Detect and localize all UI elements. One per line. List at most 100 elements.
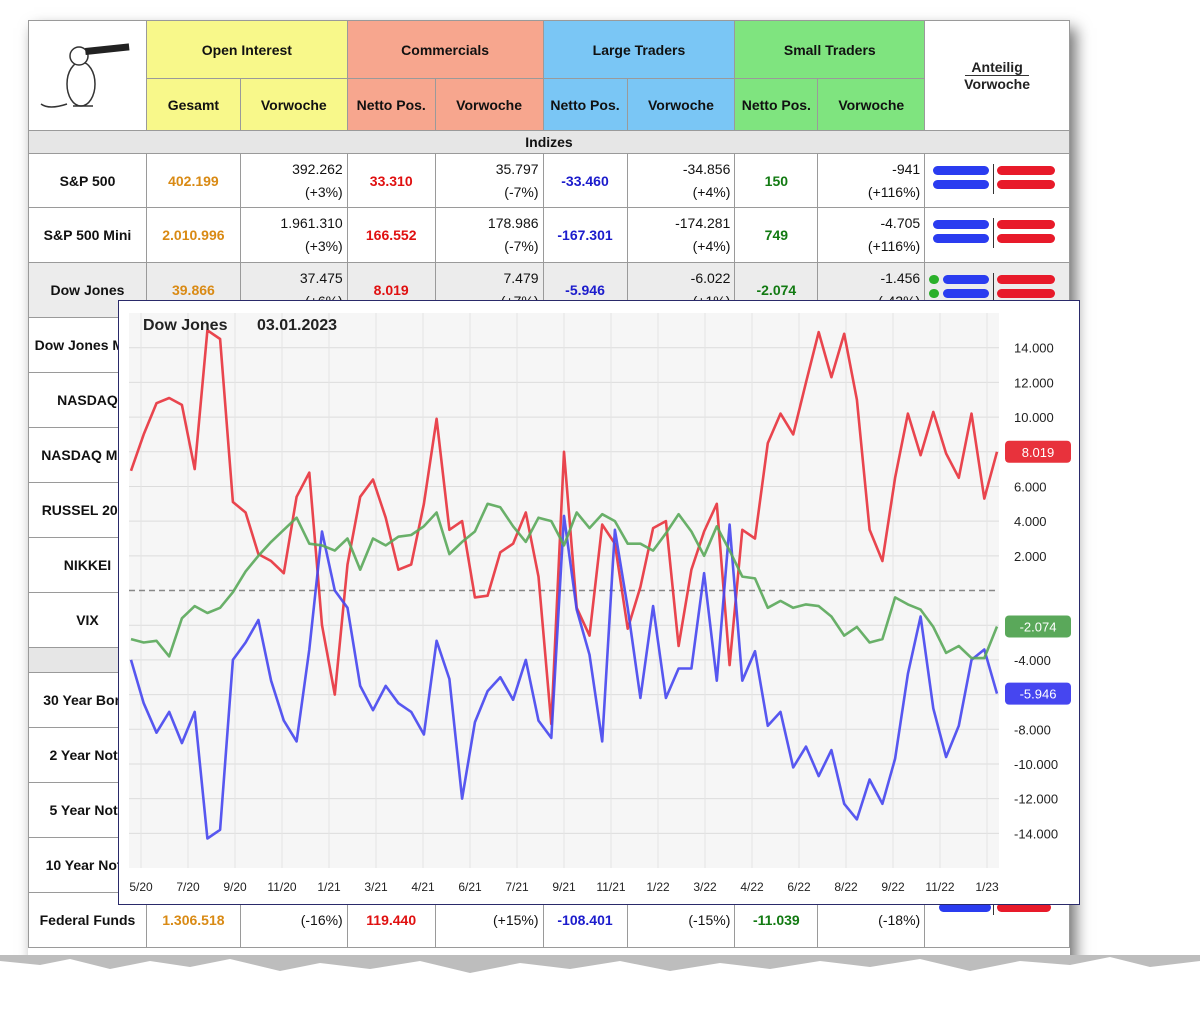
x-tick-label: 6/22 (787, 880, 811, 894)
large-traders-bar-prev (933, 180, 990, 189)
commercials-line (129, 328, 999, 726)
table-row[interactable]: S&P 500 Mini 2.010.996 1.961.310 (+3%) 16… (28, 207, 1070, 263)
logo-cell (28, 20, 147, 131)
x-tick-label: 9/20 (223, 880, 247, 894)
y-tick-label: -4.000 (1014, 653, 1051, 668)
y-tick-label: 2.000 (1014, 549, 1047, 564)
table-row[interactable]: S&P 500 402.199 392.262 (+3%) 33.310 35.7… (28, 153, 1070, 208)
lt-prev-value: -34.856 (682, 160, 731, 177)
oi-prev-value: 37.475 (299, 270, 343, 286)
oi-prev-pct: (+3%) (304, 238, 343, 254)
header-open-interest: Open Interest (145, 20, 348, 79)
commercials-last-value-badge (1005, 440, 1071, 463)
anteilig-sublabel: Vorwoche (964, 76, 1031, 92)
x-tick-label: 4/21 (411, 880, 435, 894)
y-tick-label: 10.000 (1014, 410, 1054, 425)
small_traders-line (130, 502, 999, 660)
y-tick-label: 14.000 (1014, 341, 1054, 356)
commercials-bar-prev (997, 289, 1056, 298)
sub-vorwoche-st: Vorwoche (817, 78, 926, 131)
y-tick-label: 12.000 (1014, 375, 1054, 390)
lt-value: -33.460 (542, 153, 628, 208)
commercials-last-value: 8.019 (1022, 445, 1055, 460)
x-tick-label: 7/21 (505, 880, 529, 894)
com-prev: 178.986 (-7%) (434, 207, 544, 263)
x-tick-label: 4/22 (740, 880, 764, 894)
dow-jones-chart: 14.00012.00010.0008.0006.0004.0002.000-2… (119, 301, 1079, 904)
x-tick-label: 11/20 (267, 880, 296, 894)
row-name[interactable]: S&P 500 Mini (28, 207, 147, 263)
section-indizes: Indizes (28, 130, 1070, 154)
sub-gesamt: Gesamt (145, 78, 241, 131)
large-traders-bar (933, 220, 990, 229)
com-value: 166.552 (346, 207, 436, 263)
st-prev: -941 (+116%) (817, 153, 926, 208)
torn-edge-shadow (0, 955, 1200, 973)
oi-prev-value: 392.262 (292, 160, 343, 177)
oi-prev: 392.262 (+3%) (239, 153, 348, 208)
commercials-bar (997, 166, 1056, 175)
large_traders-line (129, 514, 999, 840)
torn-edge (0, 955, 1200, 1019)
x-tick-label: 1/22 (646, 880, 670, 894)
oi-prev-pct: (+3%) (304, 183, 343, 200)
y-tick-label: -12.000 (1014, 792, 1058, 807)
x-tick-label: 8/22 (834, 880, 858, 894)
st-prev-value: -941 (892, 160, 921, 177)
com-prev-pct: (-7%) (504, 238, 539, 254)
x-tick-label: 3/21 (364, 880, 388, 894)
lt-value: -167.301 (542, 207, 628, 263)
header-commercials: Commercials (346, 20, 544, 79)
series-lines (129, 328, 999, 840)
large_traders-last-value: -5.946 (1020, 687, 1057, 702)
large-traders-bar (933, 166, 990, 175)
commercials-bar (997, 903, 1052, 912)
commercials-bar-prev (997, 234, 1056, 243)
large-traders-bar (939, 903, 992, 912)
st-prev-value: -1.456 (880, 270, 921, 286)
com-prev-value: 7.479 (503, 270, 539, 286)
header-anteilig: Anteilig Vorwoche (924, 20, 1070, 131)
large-traders-bar-prev (933, 234, 990, 243)
x-tick-label: 1/21 (317, 880, 341, 894)
oi-prev-value: 1.961.310 (280, 215, 343, 231)
commercials-bar (997, 275, 1056, 284)
lt-prev-pct: (+4%) (692, 238, 731, 254)
lt-prev-value: -174.281 (675, 215, 731, 231)
sub-vorwoche-oi: Vorwoche (239, 78, 348, 131)
oi-value: 2.010.996 (145, 207, 241, 263)
header-small-traders: Small Traders (734, 20, 926, 79)
last-value-labels: 8.019 -5.946 -2.074 (1005, 440, 1071, 705)
st-prev-pct: (+116%) (867, 238, 921, 254)
chart-date: 03.01.2023 (257, 317, 337, 334)
sub-netto-com: Netto Pos. (346, 78, 436, 131)
row-name[interactable]: S&P 500 (28, 153, 147, 208)
st-prev: -4.705 (+116%) (817, 207, 926, 263)
small-traders-bar (929, 275, 940, 284)
com-value: 33.310 (346, 153, 436, 208)
y-tick-label: -8.000 (1014, 722, 1051, 737)
small_traders-last-value-badge (1005, 615, 1071, 638)
small_traders-last-value: -2.074 (1020, 619, 1057, 634)
sub-netto-lt: Netto Pos. (542, 78, 628, 131)
x-tick-label: 11/21 (596, 880, 625, 894)
x-tick-label: 6/21 (458, 880, 482, 894)
small-traders-bar-prev (929, 289, 940, 298)
sub-vorwoche-lt: Vorwoche (626, 78, 736, 131)
lt-prev: -174.281 (+4%) (626, 207, 736, 263)
share-divider (993, 899, 995, 915)
lt-prev-pct: (+4%) (692, 183, 731, 200)
lt-prev: -34.856 (+4%) (626, 153, 736, 208)
row-name[interactable]: Dow Jones (28, 262, 147, 318)
y-tick-label: -10.000 (1014, 757, 1058, 772)
chart-panel: 14.00012.00010.0008.0006.0004.0002.000-2… (118, 300, 1080, 905)
com-prev-pct: (-7%) (504, 183, 539, 200)
commercials-bar-prev (997, 180, 1056, 189)
large-traders-bar-prev (943, 289, 990, 298)
x-tick-label: 9/22 (881, 880, 905, 894)
anteilig-label: Anteilig (965, 59, 1029, 76)
lt-prev-value: -6.022 (690, 270, 731, 286)
oi-value: 402.199 (145, 153, 241, 208)
x-tick-label: 1/23 (975, 880, 999, 894)
x-tick-label: 9/21 (552, 880, 576, 894)
